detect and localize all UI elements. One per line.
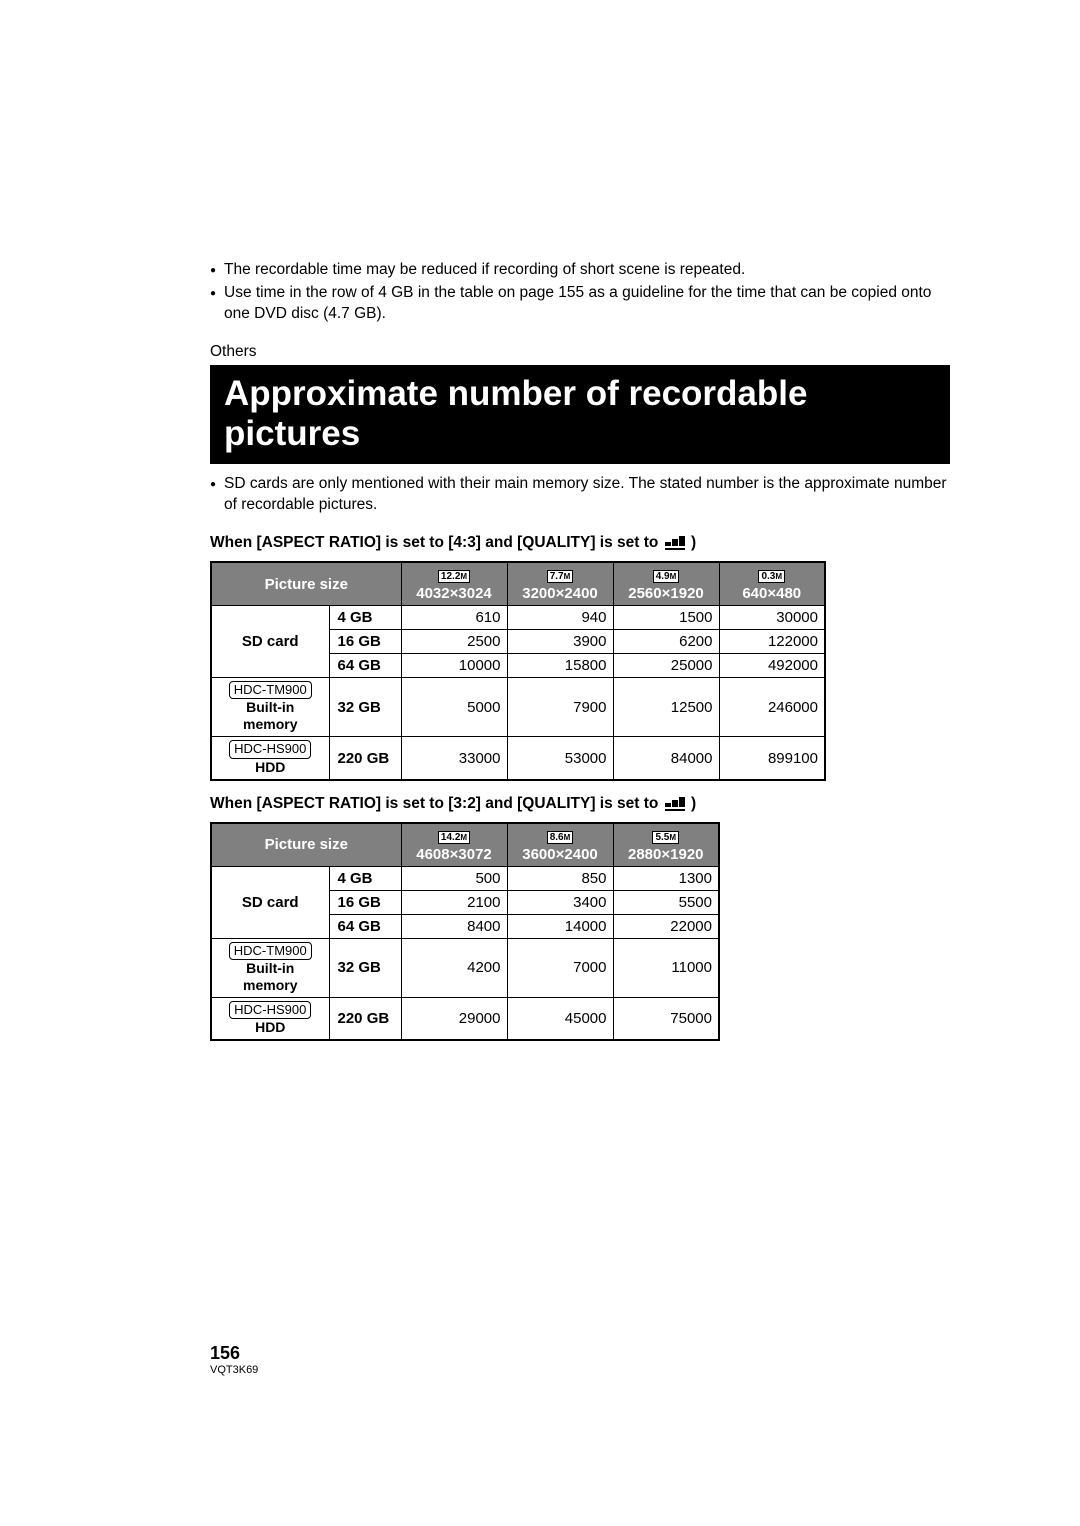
condition-2-suffix: ) <box>691 795 696 812</box>
t1-r64-c2: 25000 <box>613 654 719 678</box>
t1-r32-c0: 5000 <box>401 678 507 737</box>
t1-r16-c3: 122000 <box>719 630 825 654</box>
page-footer: 156 VQT3K69 <box>210 1343 258 1376</box>
doc-code: VQT3K69 <box>210 1364 258 1376</box>
t2-r64-c0: 8400 <box>401 914 507 938</box>
t1-r220-c3: 899100 <box>719 737 825 780</box>
t1-r4-c2: 1500 <box>613 606 719 630</box>
table2-cap-4: 4 GB <box>329 866 401 890</box>
t2-r32-c2: 11000 <box>613 938 719 997</box>
model-hs900-badge-2: HDC-HS900 <box>229 1001 311 1019</box>
quality-fine-icon <box>665 536 685 555</box>
t2-r4-c2: 1300 <box>613 866 719 890</box>
condition-1: When [ASPECT RATIO] is set to [4:3] and … <box>210 534 950 555</box>
quality-fine-icon-2 <box>665 797 685 816</box>
t2-r32-c1: 7000 <box>507 938 613 997</box>
t2-r4-c0: 500 <box>401 866 507 890</box>
page-title: Approximate number of recordable picture… <box>210 366 950 465</box>
condition-2-prefix: When [ASPECT RATIO] is set to [3:2] and … <box>210 795 663 812</box>
t1-r32-c1: 7900 <box>507 678 613 737</box>
t1-r64-c0: 10000 <box>401 654 507 678</box>
model-tm900-badge: HDC-TM900 <box>229 681 312 699</box>
t1-r16-c1: 3900 <box>507 630 613 654</box>
t1-r220-c0: 33000 <box>401 737 507 780</box>
table1-hdd: HDC-HS900 HDD <box>211 737 329 780</box>
t1-r220-c2: 84000 <box>613 737 719 780</box>
t1-r16-c0: 2500 <box>401 630 507 654</box>
table2-hdd: HDC-HS900 HDD <box>211 998 329 1041</box>
t2-r220-c0: 29000 <box>401 998 507 1041</box>
model-tm900-badge-2: HDC-TM900 <box>229 942 312 960</box>
t1-r4-c0: 610 <box>401 606 507 630</box>
table1-cap-16: 16 GB <box>329 630 401 654</box>
t1-r32-c2: 12500 <box>613 678 719 737</box>
table2-cap-32: 32 GB <box>329 938 401 997</box>
t2-r220-c1: 45000 <box>507 998 613 1041</box>
table1-builtin: HDC-TM900 Built-in memory <box>211 678 329 737</box>
t1-r16-c2: 6200 <box>613 630 719 654</box>
t2-r32-c0: 4200 <box>401 938 507 997</box>
table1-sdcard: SD card <box>211 606 329 678</box>
intro-bullet-2: Use time in the row of 4 GB in the table… <box>210 283 950 325</box>
table2-sdcard: SD card <box>211 866 329 938</box>
table1-cap-32: 32 GB <box>329 678 401 737</box>
table1-col-3: 0.3M640×480 <box>719 562 825 606</box>
table1-col-2: 4.9M2560×1920 <box>613 562 719 606</box>
table1-cap-4: 4 GB <box>329 606 401 630</box>
t2-r16-c1: 3400 <box>507 890 613 914</box>
page-number: 156 <box>210 1343 258 1364</box>
condition-2: When [ASPECT RATIO] is set to [3:2] and … <box>210 795 950 816</box>
table-4-3: Picture size 12.2M4032×3024 7.7M3200×240… <box>210 561 826 781</box>
t1-r4-c1: 940 <box>507 606 613 630</box>
table2-cap-64: 64 GB <box>329 914 401 938</box>
page-content: The recordable time may be reduced if re… <box>210 260 950 1055</box>
table1-cap-64: 64 GB <box>329 654 401 678</box>
t1-r4-c3: 30000 <box>719 606 825 630</box>
table1-col-0: 12.2M4032×3024 <box>401 562 507 606</box>
t2-r64-c1: 14000 <box>507 914 613 938</box>
table1-cap-220: 220 GB <box>329 737 401 780</box>
table2-col-0: 14.2M4608×3072 <box>401 823 507 867</box>
table1-col-1: 7.7M3200×2400 <box>507 562 613 606</box>
t1-r32-c3: 246000 <box>719 678 825 737</box>
table2-col-1: 8.6M3600×2400 <box>507 823 613 867</box>
t2-r220-c2: 75000 <box>613 998 719 1041</box>
table2-builtin: HDC-TM900 Built-in memory <box>211 938 329 997</box>
t2-r16-c0: 2100 <box>401 890 507 914</box>
table2-picture-size: Picture size <box>211 823 401 867</box>
t2-r64-c2: 22000 <box>613 914 719 938</box>
intro-bullet-1: The recordable time may be reduced if re… <box>210 260 950 281</box>
table2-cap-16: 16 GB <box>329 890 401 914</box>
intro2-bullets: SD cards are only mentioned with their m… <box>210 474 950 516</box>
model-hs900-badge: HDC-HS900 <box>229 740 311 758</box>
intro-bullets: The recordable time may be reduced if re… <box>210 260 950 325</box>
table2-cap-220: 220 GB <box>329 998 401 1041</box>
table2-col-2: 5.5M2880×1920 <box>613 823 719 867</box>
intro2-bullet-1: SD cards are only mentioned with their m… <box>210 474 950 516</box>
condition-1-suffix: ) <box>691 534 696 551</box>
t2-r4-c1: 850 <box>507 866 613 890</box>
t1-r64-c3: 492000 <box>719 654 825 678</box>
table1-picture-size: Picture size <box>211 562 401 606</box>
t1-r64-c1: 15800 <box>507 654 613 678</box>
table-3-2: Picture size 14.2M4608×3072 8.6M3600×240… <box>210 822 720 1042</box>
t2-r16-c2: 5500 <box>613 890 719 914</box>
condition-1-prefix: When [ASPECT RATIO] is set to [4:3] and … <box>210 534 663 551</box>
t1-r220-c1: 53000 <box>507 737 613 780</box>
section-label: Others <box>210 343 950 366</box>
